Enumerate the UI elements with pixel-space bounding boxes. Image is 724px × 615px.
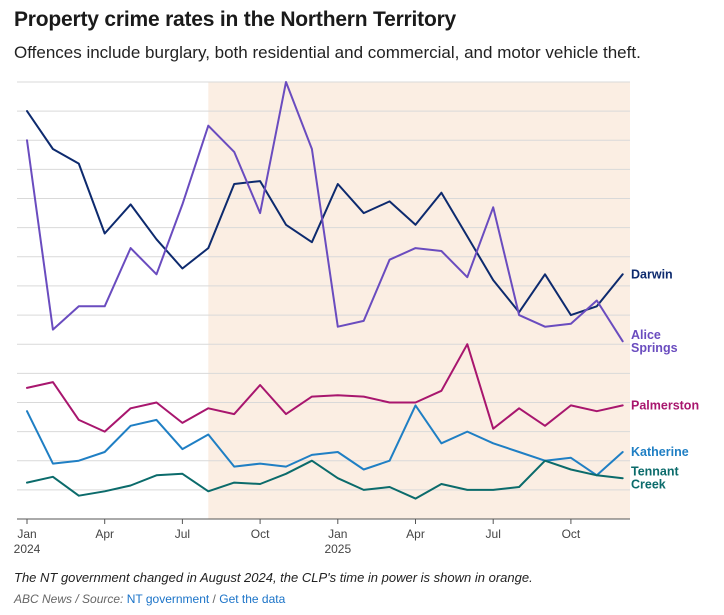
x-tick-label: Apr [406,527,425,541]
series-label-alice-springs: Alice Springs [631,328,678,355]
series-label-tennant-creek: Tennant Creek [631,465,680,492]
chart-subtitle: Offences include burglary, both resident… [14,43,641,62]
series-label-darwin: Darwin [631,267,673,281]
series-label-line: Tennant [631,465,680,479]
series-label-line: Creek [631,478,666,492]
get-data-link[interactable]: Get the data [219,592,286,606]
series-label-line: Alice [631,328,661,342]
credit-outlet: ABC News [14,592,73,606]
series-label-line: Darwin [631,267,673,281]
x-tick-label: Jan [328,527,347,541]
series-line-alice-springs [26,81,624,343]
credit-separator: / [72,592,83,606]
series-line-tennant-creek [26,459,624,500]
series-label-palmerston: Palmerston [631,398,699,412]
series-line-darwin [26,110,624,317]
series-label-katherine: Katherine [631,445,689,459]
x-tick-label: Oct [251,527,270,541]
credits: ABC News / Source: NT government / Get t… [14,592,285,606]
series-line-katherine [26,404,624,477]
footnote: The NT government changed in August 2024… [14,570,533,585]
x-tick-label: Apr [95,527,114,541]
series-label-line: Katherine [631,445,689,459]
series-label-line: Springs [631,341,678,355]
chart-title: Property crime rates in the Northern Ter… [14,8,457,31]
series-line-palmerston [26,343,624,433]
x-tick-sublabel: 2024 [14,542,41,556]
x-tick-label: Jan [17,527,36,541]
highlight-band [208,82,631,519]
source-link[interactable]: NT government [126,592,210,606]
x-tick-label: Oct [562,527,581,541]
x-tick-label: Jul [486,527,501,541]
x-tick-label: Jul [175,527,190,541]
series-label-line: Palmerston [631,398,699,412]
source-prefix: Source: [82,592,127,606]
data-separator: / [209,592,220,606]
x-tick-sublabel: 2025 [324,542,351,556]
